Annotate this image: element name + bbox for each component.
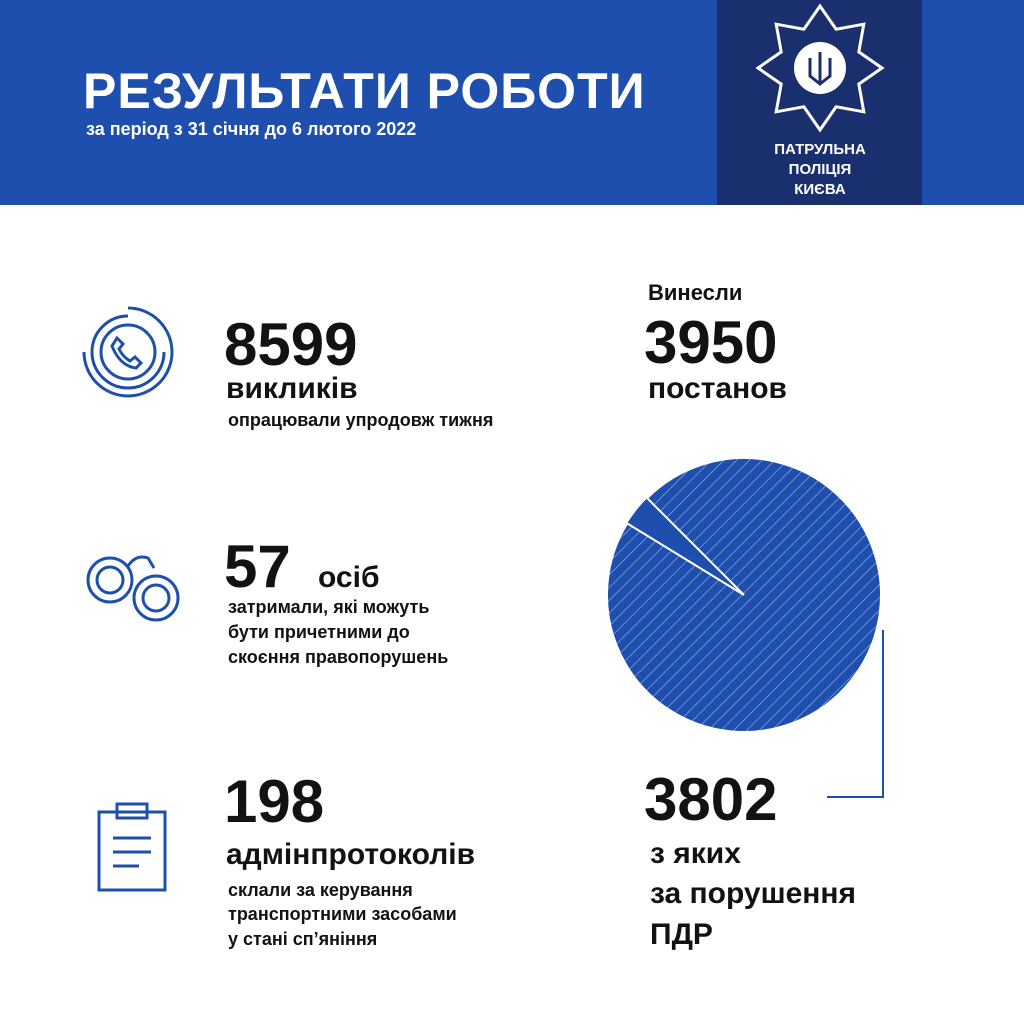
fines-intro: Винесли <box>648 280 742 305</box>
detained-note: скоєння правопорушень <box>228 647 448 667</box>
title: РЕЗУЛЬТАТИ РОБОТИ <box>83 63 646 119</box>
violations-value: 3802 <box>644 766 777 833</box>
detained-value: 57 <box>224 533 291 600</box>
subtitle: за період з 31 січня до 6 лютого 2022 <box>86 119 416 139</box>
violations-line: ПДР <box>650 918 713 951</box>
clipboard-icon <box>97 802 167 892</box>
protocols-label: адмінпротоколів <box>226 838 475 871</box>
calls-label: викликів <box>226 372 358 405</box>
badge-line: ПОЛІЦІЯ <box>789 161 852 178</box>
detained-note: бути причетними до <box>228 622 410 642</box>
protocols-note: у стані сп’яніння <box>228 929 377 949</box>
phone-icon <box>82 306 174 398</box>
protocols-note: склали за керування <box>228 880 413 900</box>
pie-slice <box>606 456 882 733</box>
protocols-note: транспортними засобами <box>228 904 457 924</box>
fines-label: постанов <box>648 372 787 405</box>
fines-value: 3950 <box>644 309 777 376</box>
violations-line: за порушення <box>650 877 856 910</box>
connector <box>827 630 884 798</box>
violations-line: з яких <box>650 837 741 870</box>
calls-note: опрацювали упродовж тижня <box>228 410 493 430</box>
protocols-value: 198 <box>224 768 324 835</box>
detained-note: затримали, які можуть <box>228 597 429 617</box>
calls-value: 8599 <box>224 311 357 378</box>
badge-line: КИЄВА <box>794 181 846 198</box>
handcuffs-icon <box>86 555 180 622</box>
pie <box>606 456 882 733</box>
badge-trident <box>808 52 832 86</box>
badge-line: ПАТРУЛЬНА <box>774 141 866 158</box>
detained-unit: осіб <box>318 561 379 594</box>
